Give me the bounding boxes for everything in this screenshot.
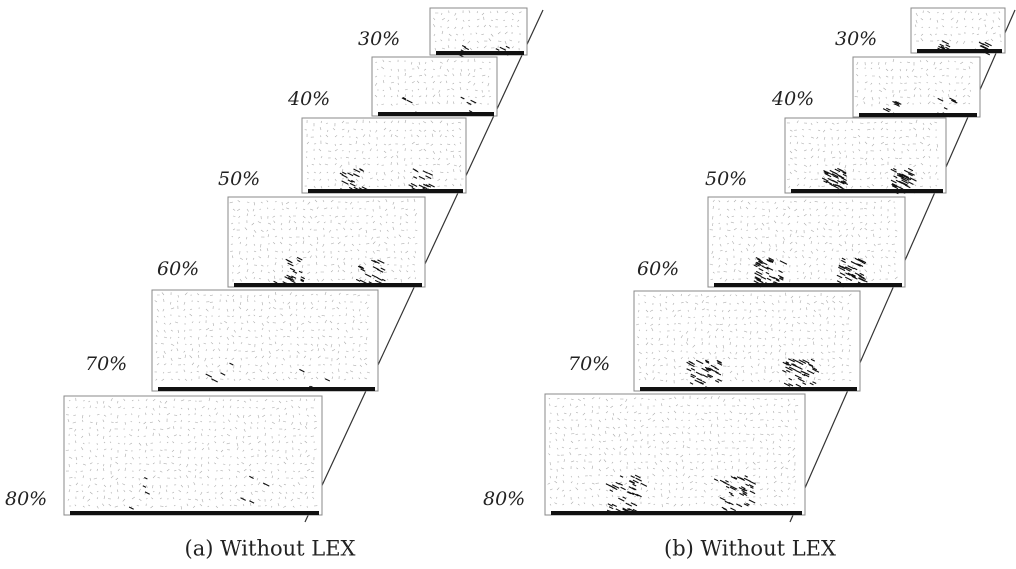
flow-panel — [302, 118, 466, 193]
level-label: 60% — [637, 258, 679, 280]
flow-panel — [152, 290, 378, 391]
panel-frame — [634, 291, 860, 391]
caption: (a) Without LEX — [185, 537, 356, 561]
panel-frame — [64, 396, 322, 515]
panel-frame — [228, 197, 425, 287]
flow-panel — [64, 396, 322, 515]
panel-frame — [853, 57, 980, 117]
figure: (a) Without LEX (b) Without LEX 30% 40% 50… — [0, 0, 1016, 569]
level-label: 40% — [771, 88, 814, 110]
panel-frame — [708, 197, 905, 287]
flow-panel — [430, 8, 527, 57]
flow-panel — [708, 197, 905, 287]
level-label: 50% — [218, 168, 260, 190]
flow-panel — [634, 291, 860, 391]
panel-frame — [785, 118, 946, 193]
flow-panel — [911, 8, 1005, 55]
level-label: 30% — [358, 28, 400, 50]
caption: (b) Without LEX — [664, 537, 836, 561]
level-label: 80% — [483, 488, 525, 510]
panel-frame — [152, 290, 378, 391]
level-label: 70% — [85, 353, 127, 375]
level-label: 40% — [287, 88, 330, 110]
panel-frame — [911, 8, 1005, 53]
level-label: 70% — [568, 353, 610, 375]
level-label: 50% — [705, 168, 747, 190]
flow-panel — [853, 57, 980, 117]
level-label: 80% — [5, 488, 47, 510]
flow-panel — [785, 118, 946, 194]
level-label: 30% — [835, 28, 877, 50]
flow-panel — [372, 57, 497, 116]
level-label: 60% — [157, 258, 199, 280]
flow-panel — [545, 394, 805, 515]
panel-frame — [372, 57, 497, 116]
flow-panel — [228, 197, 425, 287]
panel-frame — [302, 118, 466, 193]
